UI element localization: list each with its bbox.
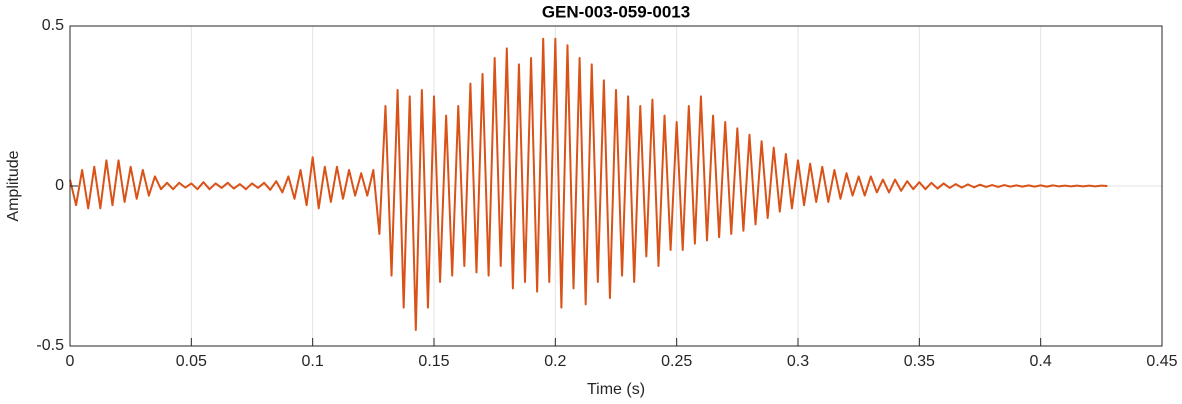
y-tick-label: 0 [55,177,64,194]
x-tick-label: 0.35 [904,353,935,370]
waveform-line [69,37,1108,331]
x-tick-label: 0.05 [176,353,207,370]
x-tick-label: 0.25 [661,353,692,370]
x-tick-label: 0.3 [787,353,809,370]
x-tick-label: 0.4 [1030,353,1052,370]
x-tick-label: 0.2 [544,353,566,370]
y-axis-label: Amplitude [5,150,22,221]
x-tick-label: 0.45 [1146,353,1177,370]
y-tick-label: 0.5 [42,17,64,34]
x-tick-label: 0 [66,353,75,370]
x-axis-label: Time (s) [587,381,645,398]
x-tick-label: 0.1 [302,353,324,370]
y-tick-label: -0.5 [36,337,64,354]
plot-data [69,37,1108,331]
chart-title: GEN-003-059-0013 [542,2,690,21]
x-tick-label: 0.15 [418,353,449,370]
